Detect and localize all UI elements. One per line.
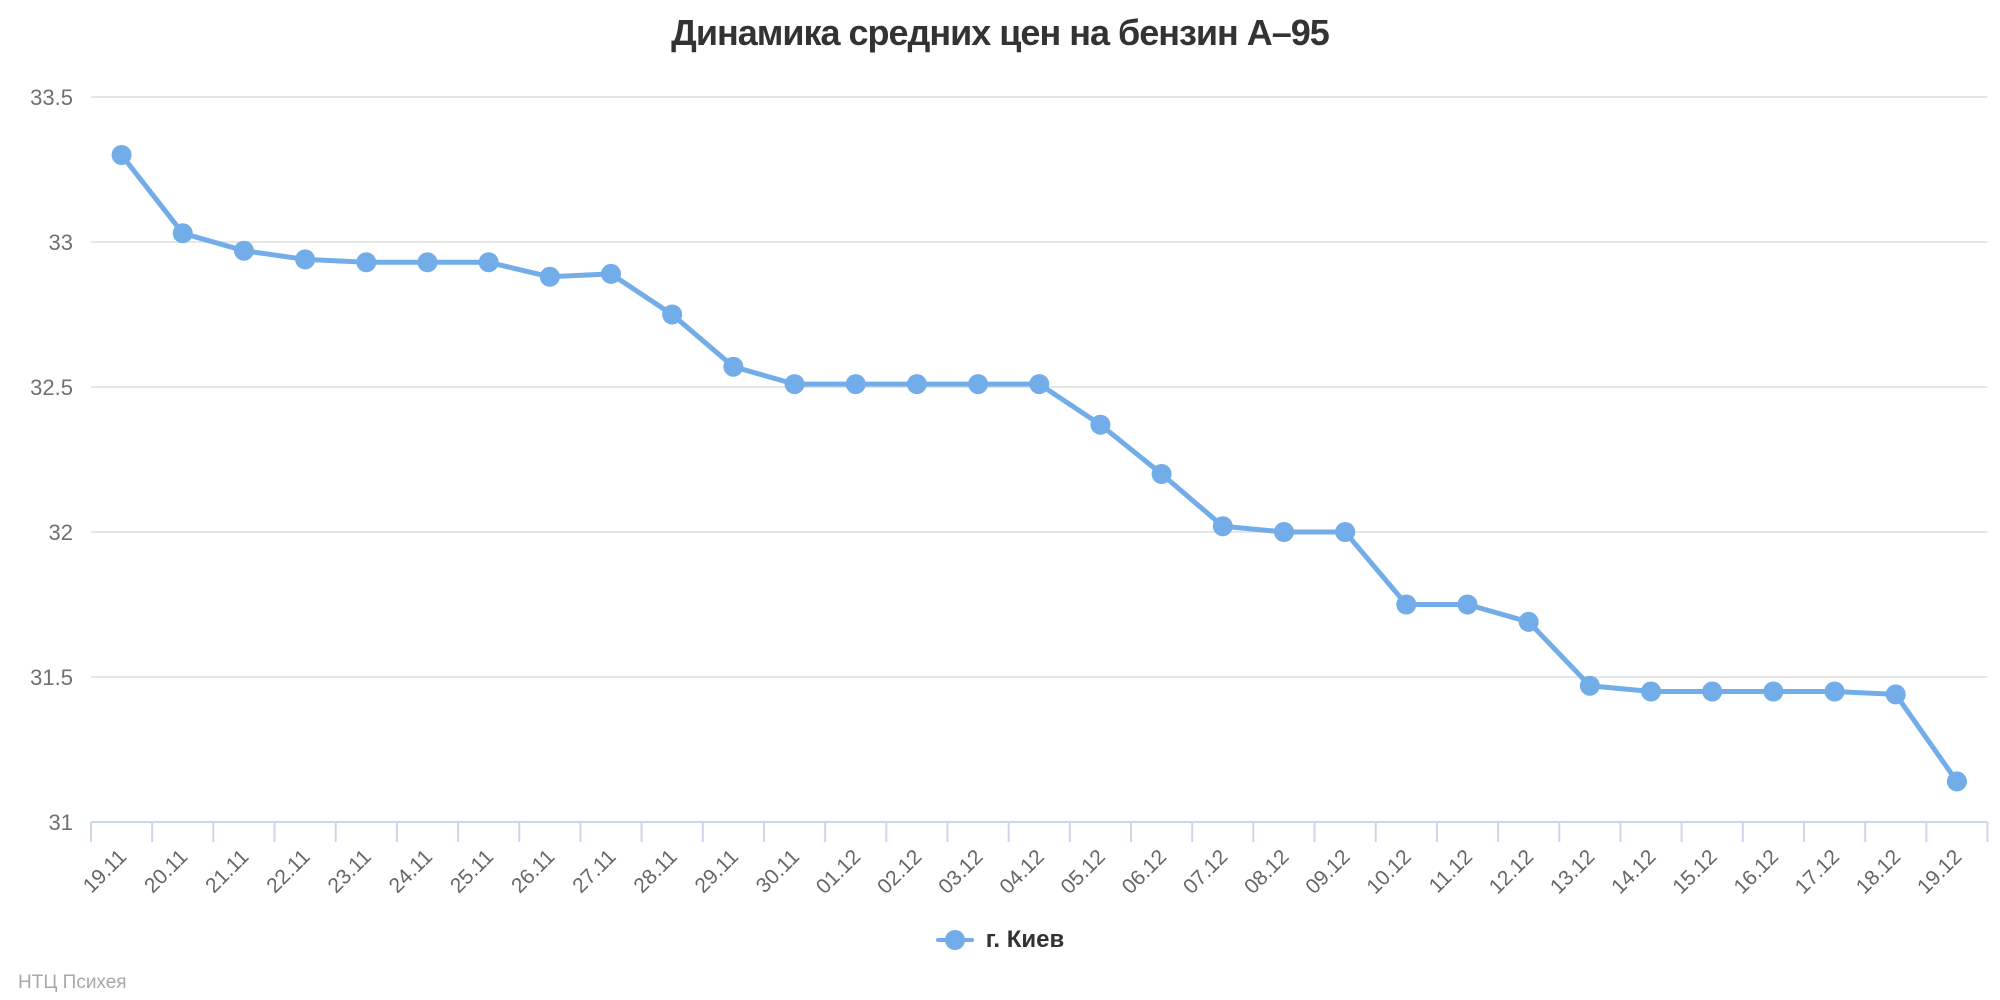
data-point[interactable] (845, 374, 866, 395)
data-point[interactable] (1641, 681, 1662, 702)
data-point[interactable] (1457, 594, 1478, 615)
data-point[interactable] (356, 252, 377, 273)
x-axis-label: 25.11 (446, 845, 498, 897)
data-point[interactable] (1396, 594, 1417, 615)
x-axis-label: 01.12 (812, 845, 865, 898)
x-axis-label: 16.12 (1729, 845, 1782, 898)
data-point[interactable] (1763, 681, 1784, 702)
data-point[interactable] (478, 252, 499, 273)
y-axis-label: 33.5 (30, 85, 73, 110)
y-axis-label: 32 (49, 520, 73, 545)
legend-item-kyiv[interactable]: г. Киев (0, 926, 2000, 954)
legend-series-marker-icon (935, 930, 974, 950)
x-axis-label: 19.12 (1913, 845, 1966, 898)
x-axis-label: 23.11 (324, 845, 376, 897)
legend-dot-icon (944, 930, 965, 950)
x-axis-label: 26.11 (507, 845, 559, 897)
x-axis-label: 20.11 (140, 845, 192, 897)
x-axis-label: 15.12 (1668, 845, 1721, 898)
y-axis-label: 32.5 (30, 375, 73, 400)
data-point[interactable] (539, 266, 560, 287)
x-axis-label: 06.12 (1118, 845, 1171, 898)
legend-series-label: г. Киев (985, 926, 1065, 953)
data-point[interactable] (1885, 684, 1906, 705)
x-axis-label: 10.12 (1362, 845, 1415, 898)
data-point[interactable] (601, 263, 622, 284)
x-axis-label: 08.12 (1240, 845, 1293, 898)
data-point[interactable] (1151, 464, 1172, 484)
data-point[interactable] (1946, 771, 1967, 792)
x-axis-label: 02.12 (873, 845, 926, 898)
x-axis-label: 30.11 (752, 845, 804, 897)
x-axis-label: 28.11 (629, 845, 681, 897)
data-point[interactable] (662, 304, 683, 325)
x-axis-label: 12.12 (1485, 845, 1538, 898)
x-axis-label: 24.11 (385, 845, 437, 897)
data-point[interactable] (1824, 681, 1845, 702)
data-point[interactable] (1518, 611, 1539, 632)
data-point[interactable] (1212, 516, 1233, 537)
data-point[interactable] (1579, 675, 1600, 696)
x-axis-label: 29.11 (691, 845, 743, 897)
data-point[interactable] (784, 374, 805, 395)
y-axis-label: 31.5 (30, 665, 73, 690)
data-point[interactable] (1335, 522, 1356, 542)
x-axis-label: 17.12 (1791, 845, 1844, 898)
data-point[interactable] (1702, 681, 1723, 702)
x-axis-label: 05.12 (1057, 845, 1110, 898)
data-point[interactable] (906, 374, 927, 395)
data-point[interactable] (111, 145, 132, 165)
x-axis-label: 09.12 (1301, 845, 1354, 898)
data-point[interactable] (723, 356, 744, 377)
data-point[interactable] (233, 240, 254, 261)
x-axis-label: 27.11 (568, 845, 620, 897)
y-axis-label: 33 (49, 230, 73, 255)
data-point[interactable] (172, 223, 193, 244)
x-axis-label: 03.12 (934, 845, 987, 898)
x-axis-label: 14.12 (1607, 845, 1660, 898)
chart-title: Динамика средних цен на бензин А–95 (671, 12, 1330, 53)
x-axis-label: 21.11 (201, 845, 253, 897)
x-axis-label: 07.12 (1179, 845, 1232, 898)
data-point[interactable] (1273, 522, 1294, 542)
data-point[interactable] (417, 252, 438, 273)
x-axis-label: 04.12 (995, 845, 1048, 898)
data-point[interactable] (295, 249, 316, 270)
data-point[interactable] (1090, 414, 1111, 435)
y-axis-label: 31 (49, 810, 73, 835)
x-axis-label: 13.12 (1546, 845, 1599, 898)
data-point[interactable] (1029, 374, 1050, 395)
credits-link[interactable]: НТЦ Психея (18, 972, 127, 993)
x-axis-label: 18.12 (1852, 845, 1905, 898)
x-axis-label: 11.12 (1425, 845, 1477, 897)
x-axis-label: 19.11 (79, 845, 131, 897)
x-axis-label: 22.11 (262, 845, 314, 897)
series-line (119, 152, 1960, 784)
data-point[interactable] (968, 374, 989, 395)
